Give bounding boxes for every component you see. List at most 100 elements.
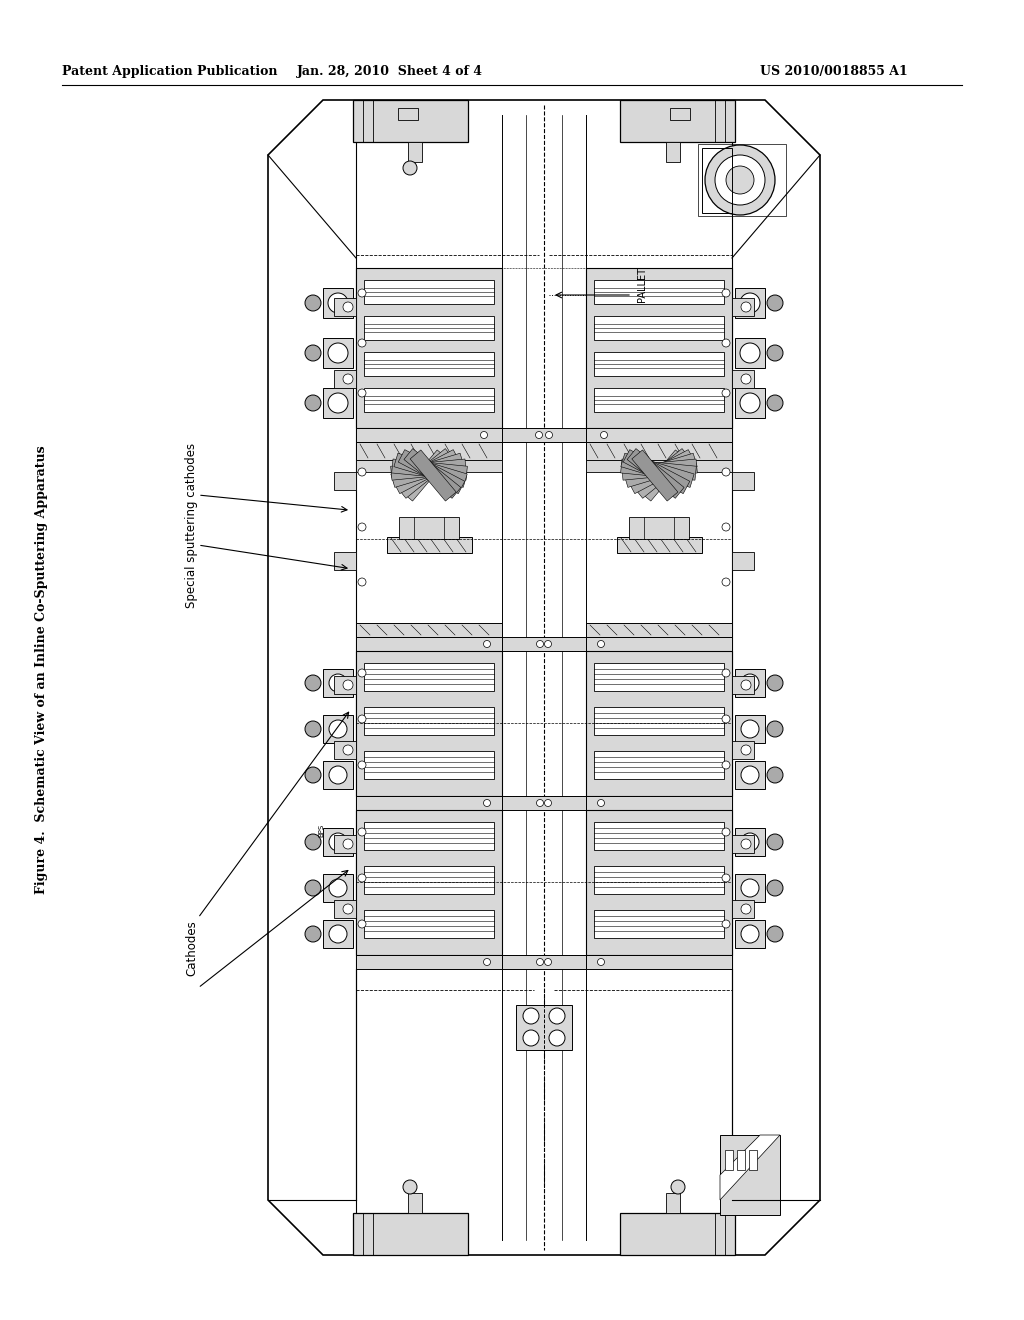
Bar (735, 288, 765, 318)
Circle shape (358, 578, 366, 586)
Bar (732, 298, 754, 315)
Bar (502, 954, 586, 969)
Text: Figure 4.  Schematic View of an Inline Co-Sputtering Apparatus: Figure 4. Schematic View of an Inline Co… (36, 446, 48, 895)
Circle shape (328, 343, 348, 363)
Circle shape (305, 294, 321, 312)
Circle shape (328, 293, 348, 313)
Bar (364, 315, 494, 341)
Bar (502, 638, 586, 651)
Circle shape (767, 721, 783, 737)
Circle shape (480, 432, 487, 438)
Polygon shape (720, 1135, 780, 1200)
Circle shape (305, 345, 321, 360)
Bar (334, 900, 356, 917)
Circle shape (403, 161, 417, 176)
Bar (594, 352, 724, 376)
Circle shape (305, 880, 321, 896)
Bar (620, 1213, 735, 1255)
Circle shape (722, 715, 730, 723)
Bar (334, 741, 356, 759)
Bar (735, 828, 765, 855)
Circle shape (305, 927, 321, 942)
Bar (594, 708, 724, 735)
Bar (735, 920, 765, 948)
Bar (356, 638, 502, 651)
Bar (334, 676, 356, 694)
Polygon shape (410, 450, 456, 502)
Circle shape (740, 293, 760, 313)
Bar (364, 663, 494, 690)
Circle shape (722, 828, 730, 836)
Circle shape (329, 719, 347, 738)
Bar (735, 388, 765, 418)
Text: Special sputtering cathodes: Special sputtering cathodes (185, 442, 199, 607)
Polygon shape (622, 459, 697, 480)
Bar (334, 370, 356, 388)
Circle shape (549, 1030, 565, 1045)
Circle shape (305, 834, 321, 850)
Circle shape (523, 1030, 539, 1045)
Bar (698, 144, 786, 216)
Circle shape (545, 640, 552, 648)
Bar (356, 810, 502, 954)
Polygon shape (390, 459, 466, 480)
Bar (364, 280, 494, 304)
Bar (586, 810, 732, 954)
Bar (356, 651, 502, 796)
Circle shape (740, 393, 760, 413)
Circle shape (722, 389, 730, 397)
Circle shape (358, 874, 366, 882)
Circle shape (549, 1008, 565, 1024)
Circle shape (523, 1008, 539, 1024)
Circle shape (597, 958, 604, 965)
Circle shape (358, 289, 366, 297)
Circle shape (741, 925, 759, 942)
Circle shape (329, 879, 347, 898)
Circle shape (358, 469, 366, 477)
Bar (735, 338, 765, 368)
Bar (732, 836, 754, 853)
Circle shape (722, 339, 730, 347)
Bar (594, 280, 724, 304)
Bar (732, 473, 754, 490)
Bar (586, 638, 732, 651)
Bar (364, 866, 494, 894)
Polygon shape (624, 453, 697, 487)
Bar (732, 676, 754, 694)
Bar (586, 428, 732, 442)
Bar (502, 796, 586, 810)
Circle shape (483, 640, 490, 648)
Circle shape (741, 675, 759, 692)
Circle shape (343, 302, 353, 312)
Circle shape (343, 374, 353, 384)
Circle shape (767, 927, 783, 942)
Circle shape (343, 840, 353, 849)
Text: PALLET: PALLET (637, 268, 647, 302)
Bar (364, 751, 494, 779)
Circle shape (722, 669, 730, 677)
Bar (732, 741, 754, 759)
Circle shape (403, 1180, 417, 1195)
Circle shape (722, 874, 730, 882)
Bar (735, 669, 765, 697)
Circle shape (358, 669, 366, 677)
Circle shape (545, 958, 552, 965)
Circle shape (722, 523, 730, 531)
Bar (323, 715, 353, 743)
Circle shape (715, 154, 765, 205)
Circle shape (741, 840, 751, 849)
Bar (356, 442, 502, 459)
Circle shape (329, 925, 347, 942)
Circle shape (767, 675, 783, 690)
Circle shape (305, 395, 321, 411)
Bar (594, 822, 724, 850)
Circle shape (328, 393, 348, 413)
Bar (387, 537, 472, 553)
Circle shape (358, 523, 366, 531)
Bar (594, 663, 724, 690)
Circle shape (767, 395, 783, 411)
Text: Jan. 28, 2010  Sheet 4 of 4: Jan. 28, 2010 Sheet 4 of 4 (297, 66, 483, 78)
Bar (364, 909, 494, 939)
Circle shape (483, 800, 490, 807)
Bar (735, 874, 765, 902)
